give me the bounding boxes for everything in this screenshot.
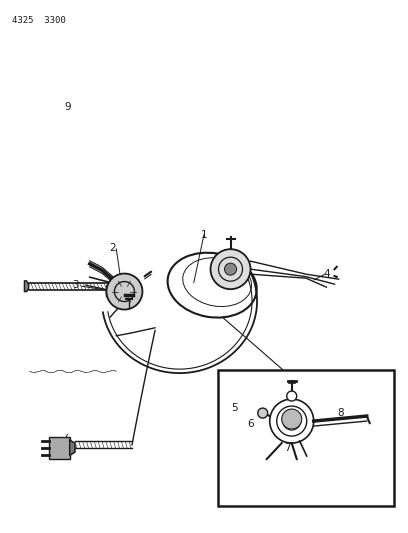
- Text: 4: 4: [323, 270, 330, 279]
- Text: 7: 7: [284, 443, 291, 453]
- Text: 9: 9: [64, 102, 71, 111]
- Circle shape: [211, 249, 251, 289]
- Bar: [49, 437, 70, 459]
- Circle shape: [106, 273, 142, 310]
- Text: 6: 6: [248, 419, 254, 429]
- Circle shape: [287, 391, 297, 401]
- Circle shape: [282, 409, 302, 429]
- Bar: [218, 370, 394, 506]
- Text: 8: 8: [337, 408, 344, 418]
- Polygon shape: [24, 281, 29, 292]
- Text: 5: 5: [231, 403, 238, 413]
- Text: 2: 2: [109, 243, 115, 253]
- Polygon shape: [70, 440, 75, 455]
- Text: 1: 1: [201, 230, 207, 239]
- Text: 3: 3: [72, 280, 79, 290]
- Text: 4325  3300: 4325 3300: [12, 16, 66, 25]
- Circle shape: [258, 408, 268, 418]
- Circle shape: [224, 263, 237, 275]
